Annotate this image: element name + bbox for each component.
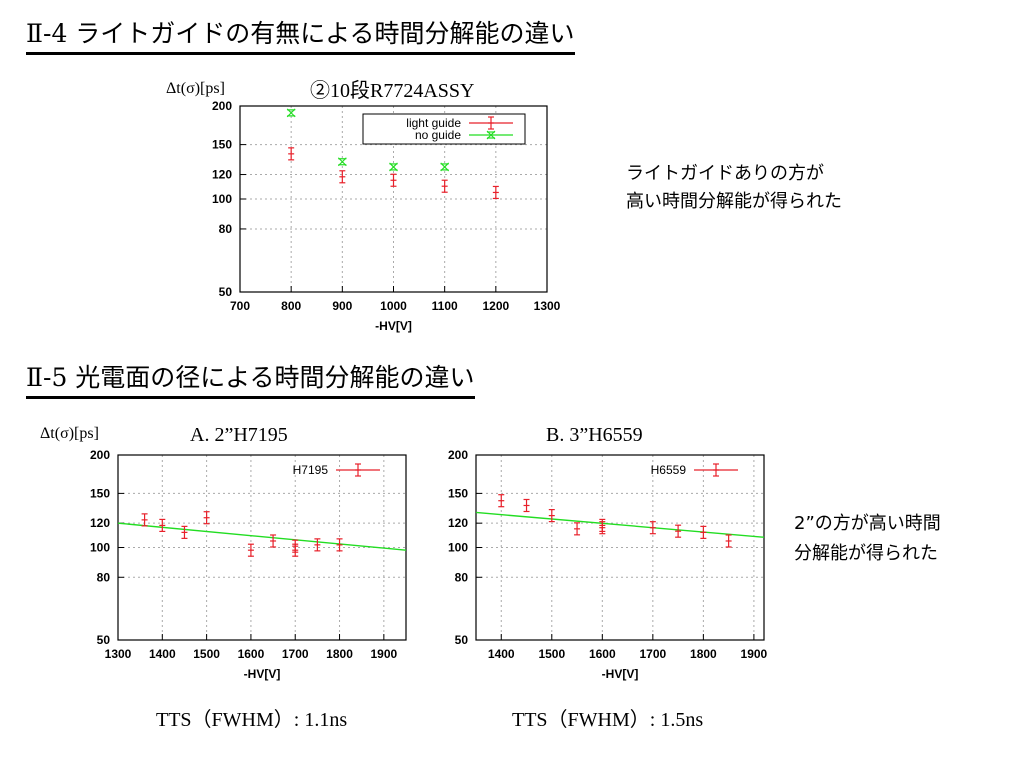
c1-xtick-label-1: 800 [281, 299, 301, 313]
c3-s0-point-7 [675, 524, 682, 538]
c3-ytick-label-5: 200 [448, 448, 468, 462]
c3-ytick-label-4: 150 [448, 486, 468, 500]
c3-s0-point-6 [649, 521, 656, 535]
c3-ytick-label-0: 50 [455, 633, 469, 647]
c1-frame [239, 105, 548, 293]
c2-s0-point-5 [270, 534, 277, 548]
c3-legend-label-0: H6559 [651, 463, 687, 477]
c2-ytick-label-3: 120 [90, 516, 110, 530]
c1-legend-label-1: no guide [415, 128, 461, 142]
c2-xtick-label-1: 1400 [149, 647, 176, 661]
c3-s0-point-8 [700, 525, 707, 539]
c2-ytick-label-1: 80 [97, 570, 111, 584]
c1-s1-point-0 [286, 108, 296, 118]
c3-xlabel: -HV[V] [602, 667, 639, 681]
c2-xtick-label-5: 1800 [326, 647, 353, 661]
c2-s0-point-0 [141, 513, 148, 527]
chart3-title: B. 3”H6559 [546, 424, 643, 446]
c3-xtick-label-3: 1700 [639, 647, 666, 661]
c1-ytick-label-0: 50 [219, 285, 233, 299]
c2-xtick-label-4: 1700 [282, 647, 309, 661]
c1-ytick-label-3: 120 [212, 168, 232, 182]
c1-s1-point-2 [389, 162, 398, 172]
c3-s0-point-1 [523, 498, 530, 513]
c3-xtick-label-4: 1800 [690, 647, 717, 661]
c3-ytick-label-1: 80 [455, 570, 469, 584]
c2-s0-point-3 [203, 511, 210, 525]
section5-note-line1: 2”の方が高い時間 [794, 513, 941, 534]
c3-xtick-label-5: 1900 [741, 647, 768, 661]
c1-legend-label-0: light guide [406, 116, 461, 130]
c2-ytick-label-4: 150 [90, 486, 110, 500]
c2-legend-label-0: H7195 [293, 463, 329, 477]
c1-s0-point-1 [339, 170, 346, 184]
c2-xlabel: -HV[V] [244, 667, 281, 681]
c1-xtick-label-0: 700 [230, 299, 250, 313]
c3-s0-point-5 [599, 521, 606, 535]
c2-ytick-label-5: 200 [90, 448, 110, 462]
c2-s0-point-1 [159, 518, 166, 533]
c1-s0-point-0 [288, 147, 295, 161]
c2-s0-point-9 [336, 538, 343, 552]
c2-s0-point-4 [247, 543, 254, 557]
c2-frame [117, 454, 407, 641]
c1-ytick-label-4: 150 [212, 138, 232, 152]
c3-xtick-label-0: 1400 [488, 647, 515, 661]
c1-xtick-label-6: 1300 [534, 299, 561, 313]
c1-s0-point-2 [390, 173, 397, 187]
chart1-ylabel: Δt(σ)[ps] [166, 80, 225, 97]
c2-s0-point-8 [314, 538, 321, 552]
tts-h7195: TTS（FWHM）: 1.1ns [156, 709, 348, 731]
chart2-ylabel: Δt(σ)[ps] [40, 425, 99, 442]
c3-s0-point-9 [725, 534, 732, 548]
c3-s0-point-0 [498, 494, 505, 508]
c1-s1-point-1 [337, 157, 347, 167]
c1-legend-marker-0 [488, 116, 494, 130]
c2-xtick-label-0: 1300 [105, 647, 132, 661]
c1-xtick-label-5: 1200 [482, 299, 509, 313]
c2-ytick-label-2: 100 [90, 541, 110, 555]
c3-ytick-label-2: 100 [448, 541, 468, 555]
c3-fit-line [475, 511, 765, 538]
c1-xtick-label-2: 900 [332, 299, 352, 313]
c2-ytick-label-0: 50 [97, 633, 111, 647]
c1-s0-point-4 [492, 185, 499, 200]
c3-legend-marker-0 [713, 463, 719, 477]
c1-legend-marker-1 [486, 130, 496, 140]
c3-xtick-label-1: 1500 [538, 647, 565, 661]
c1-ytick-label-5: 200 [212, 99, 232, 113]
chart1-title: ②10段R7724ASSY [310, 80, 475, 102]
c1-ytick-label-2: 100 [212, 192, 232, 206]
c1-xtick-label-4: 1100 [432, 299, 458, 313]
c1-s0-point-3 [441, 179, 448, 193]
c2-fit-line [117, 522, 407, 551]
c1-xlabel: -HV[V] [375, 319, 412, 333]
c1-xtick-label-3: 1000 [380, 299, 407, 313]
c3-s0-point-2 [548, 509, 555, 523]
c3-xtick-label-2: 1600 [589, 647, 616, 661]
c2-xtick-label-3: 1600 [238, 647, 265, 661]
chart2-title: A. 2”H7195 [190, 424, 288, 446]
c1-legend-box [362, 113, 526, 145]
c1-ytick-label-1: 80 [219, 222, 233, 236]
c1-s1-point-3 [440, 162, 450, 172]
chart-light-guide: 50 80 100 120 150 200 700 800 900 1000 1100 1200 130… [212, 99, 561, 333]
section5-note-line2: 分解能が得られた [794, 543, 938, 564]
c3-ytick-label-3: 120 [448, 516, 468, 530]
c2-legend-marker-0 [355, 463, 361, 477]
tts-h6559: TTS（FWHM）: 1.5ns [512, 709, 704, 731]
c2-s0-point-7 [292, 543, 299, 557]
c2-s0-point-2 [181, 525, 188, 539]
c3-s0-point-3 [574, 522, 581, 536]
section4-heading: Ⅱ-4 ライトガイドの有無による時間分解能の違い [26, 18, 575, 55]
chart-h6559: 50 80 100 120 150 200 1400 1500 1600 1700 1800 1900… [448, 448, 768, 681]
section4-note-line2: 高い時間分解能が得られた [626, 191, 842, 212]
c2-xtick-label-6: 1900 [370, 647, 397, 661]
section5-heading: Ⅱ-5 光電面の径による時間分解能の違い [26, 362, 475, 399]
c3-frame [475, 454, 765, 641]
section4-note-line1: ライトガイドありの方が [626, 163, 824, 184]
c2-xtick-label-2: 1500 [193, 647, 220, 661]
chart-h7195: 50 80 100 120 150 200 1300 1400 1500 1600 1700 1800… [90, 448, 407, 681]
